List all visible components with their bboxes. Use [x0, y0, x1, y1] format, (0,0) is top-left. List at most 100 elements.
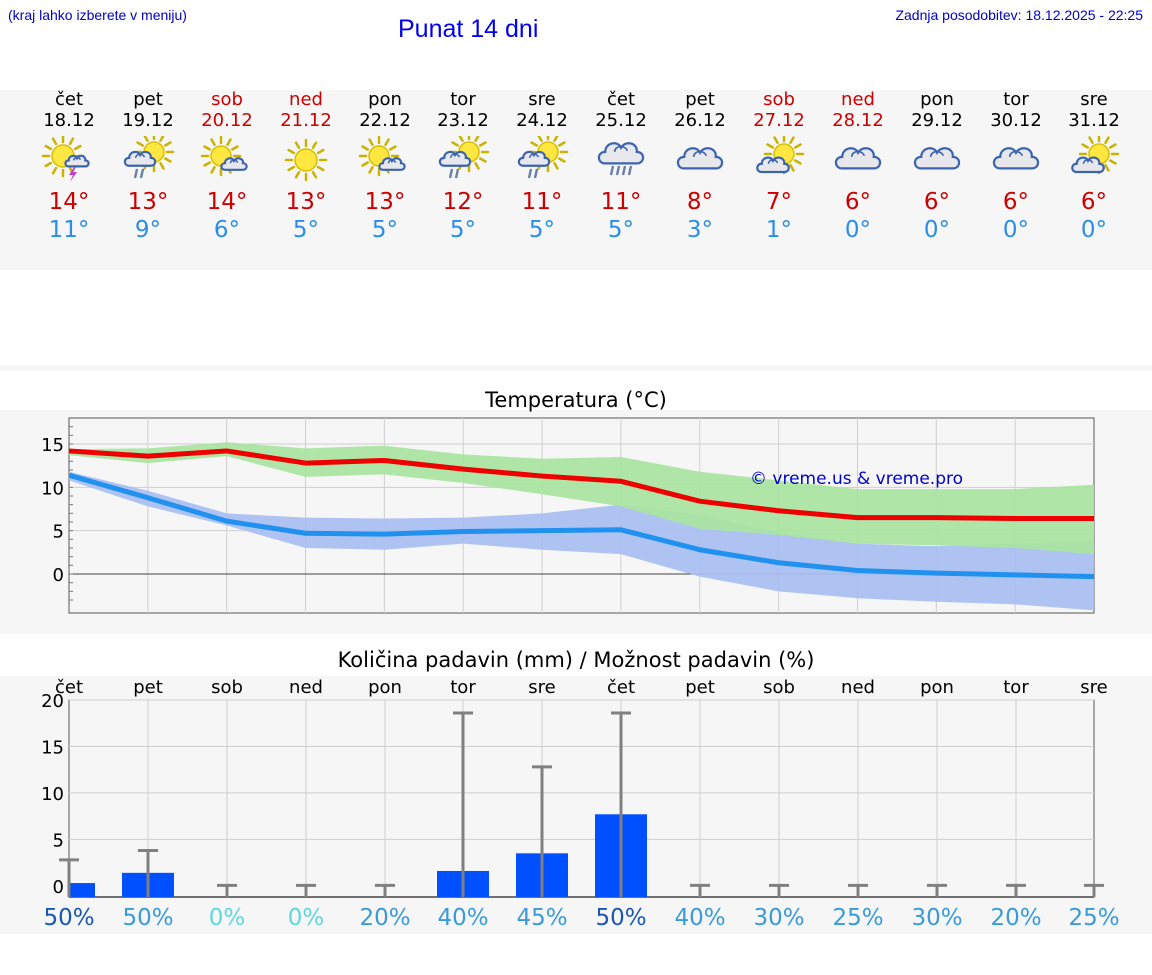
sun-cloud-rain-icon — [517, 136, 569, 179]
cloud-shape — [220, 157, 248, 171]
temp-max: 13° — [364, 189, 406, 215]
day-name: čet — [606, 89, 636, 110]
y-tick-label: 5 — [53, 522, 64, 543]
sun-cloud-rain-icon — [438, 136, 490, 179]
sun-cloud-icon — [756, 136, 805, 175]
cloud-shape — [517, 150, 551, 167]
cloud-shape — [913, 147, 961, 170]
temp-min: 11° — [48, 217, 90, 243]
x-category-label: ned — [289, 677, 323, 698]
sun-cloud-thunder-icon — [41, 136, 90, 182]
day-name: pet — [133, 89, 163, 110]
day-column: sob 27.12 7° 1° — [740, 90, 818, 244]
precipitation-chart-title: Količina padavin (mm) / Možnost padavin … — [337, 648, 815, 672]
cloud-shape — [64, 154, 90, 168]
cloud-icon — [834, 147, 882, 170]
temp-max: 6° — [1002, 189, 1030, 215]
day-name: sre — [528, 89, 556, 110]
temp-max: 12° — [442, 189, 484, 215]
day-date: 28.12 — [832, 110, 884, 131]
x-category-label: pon — [368, 677, 402, 698]
precipitation-probability: 45% — [516, 905, 568, 931]
precipitation-whisker — [611, 711, 631, 897]
temp-max: 11° — [600, 189, 642, 215]
day-column: ned 21.12 13° 5° — [267, 90, 345, 244]
cloud-icon — [676, 147, 724, 170]
day-name: čet — [54, 89, 84, 110]
y-tick-label: 15 — [41, 435, 64, 456]
min-temp-band — [69, 471, 1094, 611]
temperature-chart: 0 5 10 15 © vreme.us & vreme.pro — [41, 417, 1095, 614]
cloud-heavy-rain-icon — [597, 142, 645, 176]
temp-min: 0° — [923, 217, 951, 243]
temp-min: 1° — [765, 217, 793, 243]
day-column: sre 24.12 11° 5° — [503, 90, 581, 244]
day-date: 25.12 — [595, 110, 647, 131]
y-tick-label: 0 — [53, 565, 64, 586]
day-name: tor — [1003, 89, 1029, 110]
day-column: čet 25.12 11° 5° — [582, 90, 660, 244]
precipitation-probability: 20% — [990, 905, 1042, 931]
day-column: pet 19.12 13° 9° — [109, 90, 187, 244]
temp-min: 5° — [607, 217, 635, 243]
cloud-shape — [676, 147, 724, 170]
day-name: pet — [685, 89, 715, 110]
day-name: sre — [1080, 89, 1108, 110]
temp-min: 6° — [213, 217, 241, 243]
max-temp-line — [68, 448, 1094, 522]
temp-max: 8° — [686, 189, 714, 215]
temp-max: 14° — [48, 189, 90, 215]
temp-min: 5° — [292, 217, 320, 243]
x-category-label: čet — [607, 677, 635, 698]
precipitation-whisker — [927, 883, 947, 897]
temp-min: 5° — [528, 217, 556, 243]
day-column: tor 23.12 12° 5° — [424, 90, 502, 244]
day-column: pon 22.12 13° 5° — [346, 90, 424, 244]
sun-shape — [41, 136, 85, 178]
sun-cloud-rain-icon — [123, 136, 175, 179]
precipitation-probability: 0% — [208, 905, 246, 931]
precipitation-probability: 25% — [1068, 905, 1120, 931]
day-date: 27.12 — [753, 110, 805, 131]
day-date: 26.12 — [674, 110, 726, 131]
precipitation-probability: 50% — [595, 905, 647, 931]
cloud-shape — [756, 156, 790, 174]
precipitation-probability: 0% — [287, 905, 325, 931]
cloud-icon — [913, 147, 961, 170]
precipitation-whisker — [217, 883, 237, 897]
day-date: 24.12 — [516, 110, 568, 131]
temp-min: 0° — [844, 217, 872, 243]
x-category-label: pet — [133, 677, 163, 698]
precipitation-probability: 30% — [753, 905, 805, 931]
sun-small-cloud-icon — [200, 136, 248, 177]
min-temp-line — [68, 472, 1095, 580]
day-date: 18.12 — [43, 110, 95, 131]
day-date: 19.12 — [122, 110, 174, 131]
sun-shape — [284, 138, 328, 182]
day-date: 29.12 — [911, 110, 963, 131]
day-name: sob — [211, 89, 243, 110]
cloud-shape — [597, 142, 645, 165]
temp-max: 13° — [285, 189, 327, 215]
day-name: ned — [841, 89, 875, 110]
temp-max: 6° — [1080, 189, 1108, 215]
temp-max: 11° — [521, 189, 563, 215]
temperature-chart-title: Temperatura (°C) — [485, 388, 667, 412]
temp-min: 3° — [686, 217, 714, 243]
day-name: sob — [763, 89, 795, 110]
y-tick-label: 15 — [41, 737, 64, 758]
copyright-annotation: © vreme.us & vreme.pro — [750, 469, 963, 489]
temp-min: 0° — [1080, 217, 1108, 243]
precipitation-whisker — [690, 883, 710, 897]
day-date: 22.12 — [359, 110, 411, 131]
precipitation-whisker — [375, 883, 395, 897]
precipitation-whisker — [296, 883, 316, 897]
day-date: 30.12 — [990, 110, 1042, 131]
cloud-shape — [378, 157, 406, 171]
temp-max: 14° — [206, 189, 248, 215]
precipitation-whisker — [769, 883, 789, 897]
temp-min: 0° — [1002, 217, 1030, 243]
day-name: ned — [289, 89, 323, 110]
day-date: 31.12 — [1068, 110, 1120, 131]
